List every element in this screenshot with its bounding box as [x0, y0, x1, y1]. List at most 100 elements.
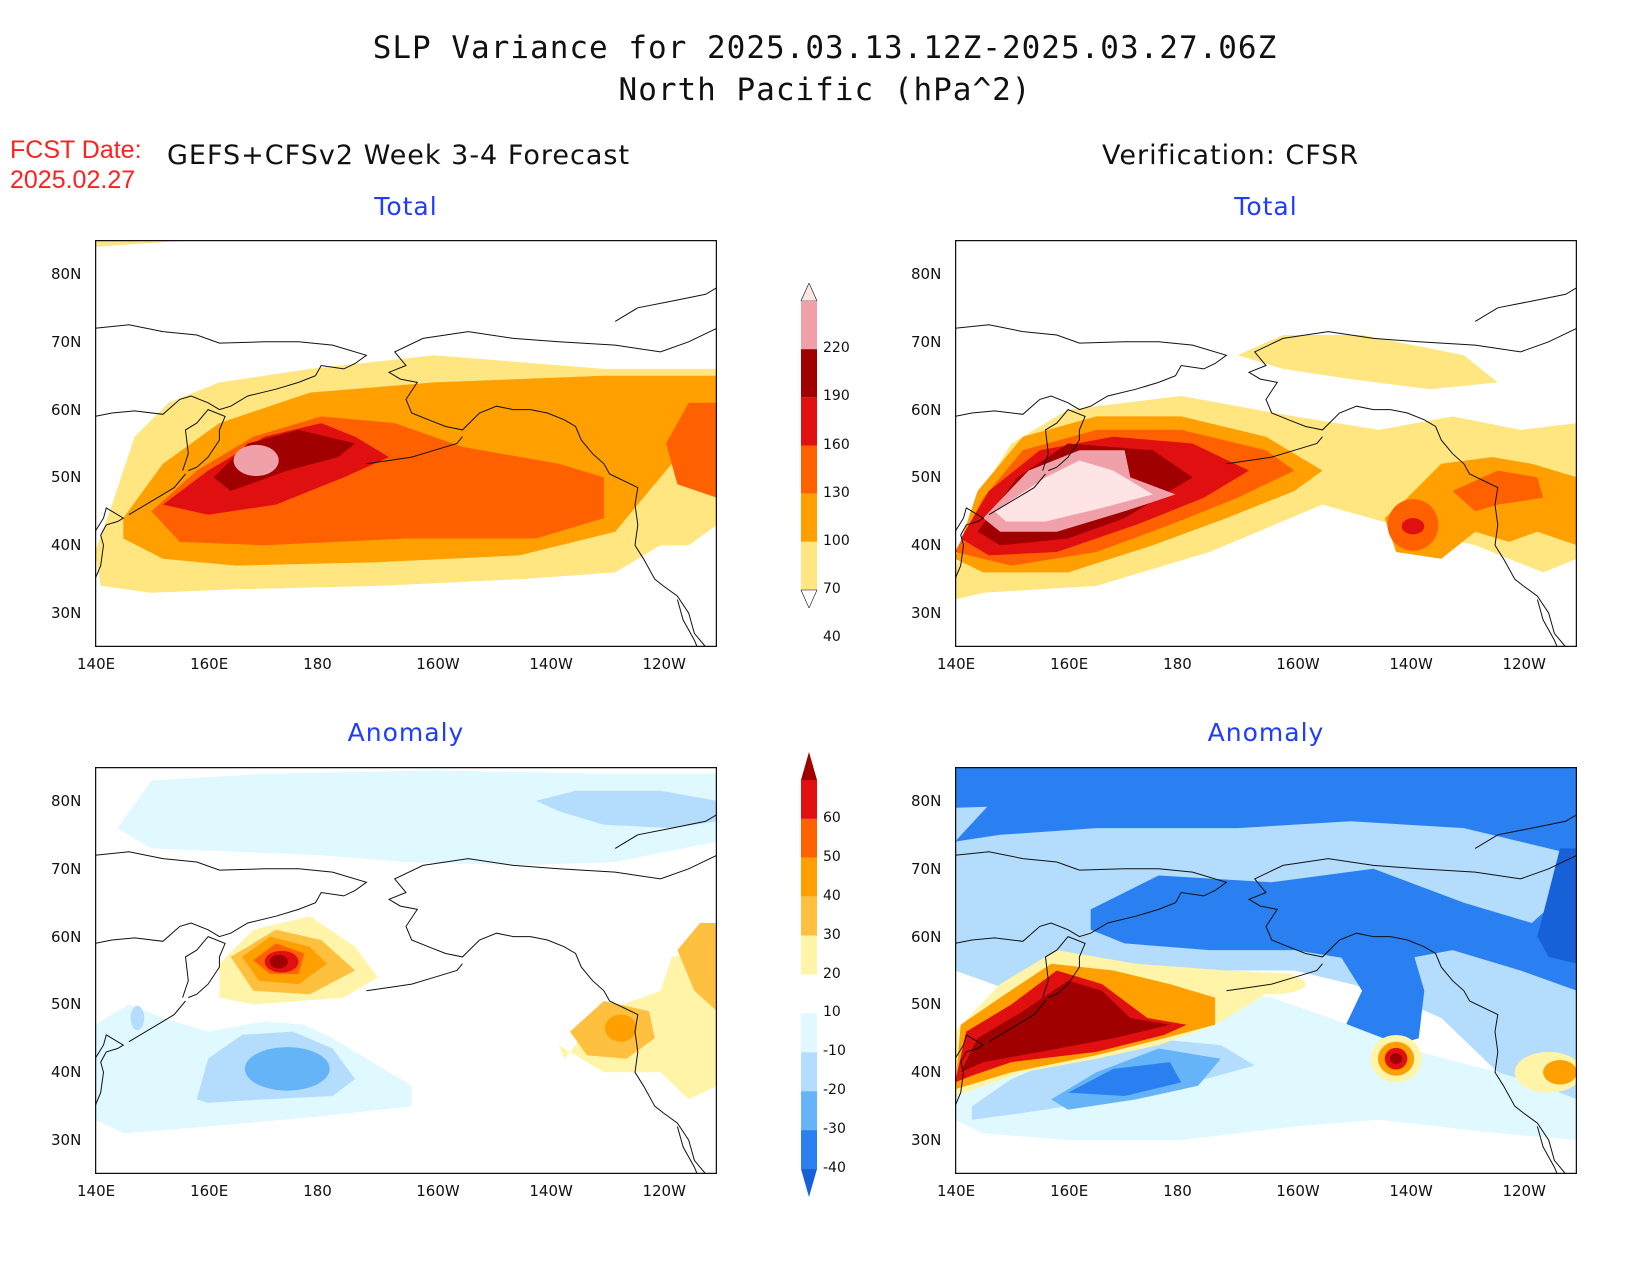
colorbar-box	[801, 818, 817, 858]
lon-tick-label: 160W	[416, 1182, 460, 1200]
lon-tick-label: 160E	[190, 655, 229, 673]
contour-160	[213, 429, 356, 491]
lon-tick-label: 160W	[1276, 1182, 1320, 1200]
coastline-segment	[955, 324, 1228, 417]
contour-neg20	[536, 790, 717, 829]
lat-tick-label: 50N	[51, 468, 82, 487]
colorbar-level-label: 10	[823, 1004, 841, 1021]
colorbar-top-triangle	[801, 752, 817, 780]
lat-tick-label: 80N	[911, 264, 942, 283]
lon-tick-label: 140E	[77, 1182, 116, 1200]
coastline-segment	[387, 854, 717, 1174]
contour-100	[666, 402, 717, 498]
contour-190	[233, 444, 279, 477]
lon-tick-label: 160E	[1050, 655, 1089, 673]
map-panel-fcst-total	[95, 240, 717, 647]
colorbar-box	[801, 397, 817, 446]
map-frame	[95, 767, 717, 1174]
lon-tick-label: 180	[1163, 1182, 1192, 1200]
colorbar-box	[801, 1052, 817, 1092]
colorbar-level-label: 60	[823, 809, 841, 826]
contour-20	[677, 923, 717, 1012]
total-colorbar	[800, 283, 818, 608]
contour-60	[960, 980, 1170, 1073]
lon-tick-label: 140E	[937, 655, 976, 673]
lon-tick-label: 180	[303, 655, 332, 673]
coastline-segment	[1474, 287, 1577, 322]
contour-neg40	[1328, 933, 1425, 1052]
contour-40	[1237, 335, 1498, 390]
lon-tick-label: 180	[1163, 655, 1192, 673]
panel-subtitle-fcst-total: Total	[374, 192, 438, 221]
lon-tick-label: 120W	[1502, 1182, 1546, 1200]
lat-tick-label: 60N	[51, 927, 82, 946]
fcst-date-label: FCST Date:	[10, 136, 142, 164]
colorbar-level-label: -20	[823, 1082, 846, 1099]
coastline-segment	[387, 327, 717, 647]
coastline-segment	[95, 324, 368, 417]
lat-tick-label: 50N	[911, 468, 942, 487]
coastline-segment	[95, 1034, 125, 1107]
contour-30	[1543, 1060, 1577, 1085]
lon-tick-label: 140W	[529, 1182, 573, 1200]
colorbar-box	[801, 493, 817, 542]
lat-tick-label: 80N	[51, 791, 82, 810]
colorbar-level-label: 220	[823, 340, 850, 357]
coastline-segment	[676, 1126, 698, 1174]
lon-tick-label: 120W	[1502, 655, 1546, 673]
lon-tick-label: 140W	[1389, 655, 1433, 673]
coastline-segment	[366, 963, 463, 992]
lat-tick-label: 30N	[51, 604, 82, 623]
left-header: GEFS+CFSv2 Week 3-4 Forecast	[167, 140, 631, 171]
coastline	[955, 814, 1577, 1174]
lat-tick-label: 30N	[911, 604, 942, 623]
colorbar-level-label: -30	[823, 1121, 846, 1138]
contour-neg40	[1068, 1062, 1182, 1096]
colorbar-level-label: 160	[823, 436, 850, 453]
lat-tick-label: 40N	[911, 536, 942, 555]
contour-220	[994, 460, 1153, 522]
contour-neg20	[130, 1005, 145, 1031]
lat-tick-label: 60N	[911, 927, 942, 946]
lon-tick-label: 140W	[1389, 1182, 1433, 1200]
lat-tick-label: 60N	[51, 400, 82, 419]
coastline-segment	[95, 851, 368, 944]
coastline-segment	[614, 814, 717, 849]
contour-60	[269, 954, 288, 969]
lat-tick-label: 30N	[51, 1131, 82, 1150]
colorbar-box	[801, 301, 817, 350]
colorbar-level-label: -10	[823, 1043, 846, 1060]
coastline-segment	[128, 473, 186, 516]
coastline-segment	[1536, 599, 1558, 647]
panel-subtitle-cfsr-anomaly: Anomaly	[1207, 718, 1325, 747]
colorbar-box	[801, 445, 817, 494]
lon-tick-label: 140W	[529, 655, 573, 673]
coastline-segment	[955, 507, 985, 580]
coastline-segment	[988, 1000, 1046, 1043]
contour-neg40-deep	[1537, 848, 1577, 964]
lat-tick-label: 50N	[51, 995, 82, 1014]
coastline-segment	[182, 936, 226, 999]
coastline-segment	[955, 851, 1228, 944]
colorbar-level-label: 40	[823, 887, 841, 904]
coastline	[955, 287, 1577, 647]
coastline	[95, 814, 717, 1174]
map-panel-fcst-anomaly	[95, 767, 717, 1174]
contour-neg20	[955, 767, 1577, 1141]
coastline-segment	[1247, 327, 1577, 647]
colorbar-bottom-triangle	[800, 589, 818, 608]
lon-tick-label: 160W	[416, 655, 460, 673]
colorbar-level-label: 190	[823, 388, 850, 405]
coastline-segment	[676, 599, 698, 647]
lat-tick-label: 40N	[911, 1063, 942, 1082]
map-frame	[955, 240, 1577, 647]
lon-tick-label: 140E	[77, 655, 116, 673]
coastline-segment	[128, 1000, 186, 1043]
contour-100	[1452, 470, 1544, 512]
colorbar-box	[801, 1013, 817, 1053]
map-panel-cfsr-total	[955, 240, 1577, 647]
colorbar-level-label: 100	[823, 532, 850, 549]
map-panel-cfsr-anomaly	[955, 767, 1577, 1174]
coastline-segment	[955, 1034, 985, 1107]
contour-130	[1401, 518, 1425, 535]
